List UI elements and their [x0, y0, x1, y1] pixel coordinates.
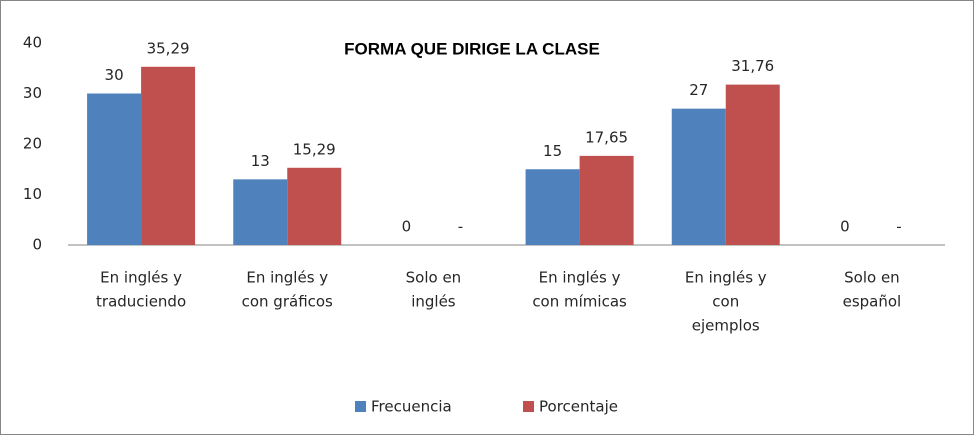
x-tick-label: con	[712, 293, 739, 311]
x-tick-label: En inglés y	[100, 269, 182, 287]
legend-label: Porcentaje	[539, 398, 618, 416]
legend-swatch	[523, 401, 534, 412]
x-tick-label: inglés	[411, 293, 456, 311]
data-label: 30	[105, 66, 124, 84]
data-label: 13	[251, 152, 270, 170]
y-tick-label: 40	[23, 34, 42, 52]
bar	[725, 84, 780, 245]
data-label: 31,76	[731, 57, 774, 75]
legend-swatch	[355, 401, 366, 412]
chart-title: FORMA QUE DIRIGE LA CLASE	[344, 39, 600, 58]
x-tick-label: En inglés y	[685, 269, 767, 287]
bar	[233, 179, 288, 245]
data-label: 27	[689, 81, 708, 99]
y-tick-label: 0	[32, 236, 42, 254]
data-label: -	[896, 218, 901, 236]
data-label: 35,29	[147, 39, 190, 57]
bar	[87, 93, 142, 245]
bar	[287, 167, 342, 245]
bar	[579, 155, 634, 245]
x-tick-label: Solo en	[844, 269, 900, 287]
x-tick-label: Solo en	[406, 269, 462, 287]
x-tick-label: español	[843, 293, 902, 311]
bar	[525, 169, 580, 245]
data-label: 15	[543, 142, 562, 160]
data-label: 0	[840, 218, 850, 236]
bar	[141, 66, 196, 246]
data-label: 17,65	[585, 128, 628, 146]
x-tick-label: con gráficos	[242, 293, 333, 311]
data-label: 15,29	[293, 140, 336, 158]
x-tick-label: con mímicas	[532, 293, 627, 311]
bar	[671, 108, 726, 246]
x-tick-label: ejemplos	[692, 317, 760, 335]
legend-label: Frecuencia	[371, 398, 452, 416]
x-tick-label: En inglés y	[246, 269, 328, 287]
x-tick-label: En inglés y	[539, 269, 621, 287]
data-label: 0	[402, 218, 412, 236]
y-tick-label: 30	[23, 84, 42, 102]
y-tick-label: 20	[23, 135, 42, 153]
y-tick-label: 10	[23, 185, 42, 203]
data-label: -	[458, 218, 463, 236]
x-tick-label: traduciendo	[96, 293, 186, 311]
